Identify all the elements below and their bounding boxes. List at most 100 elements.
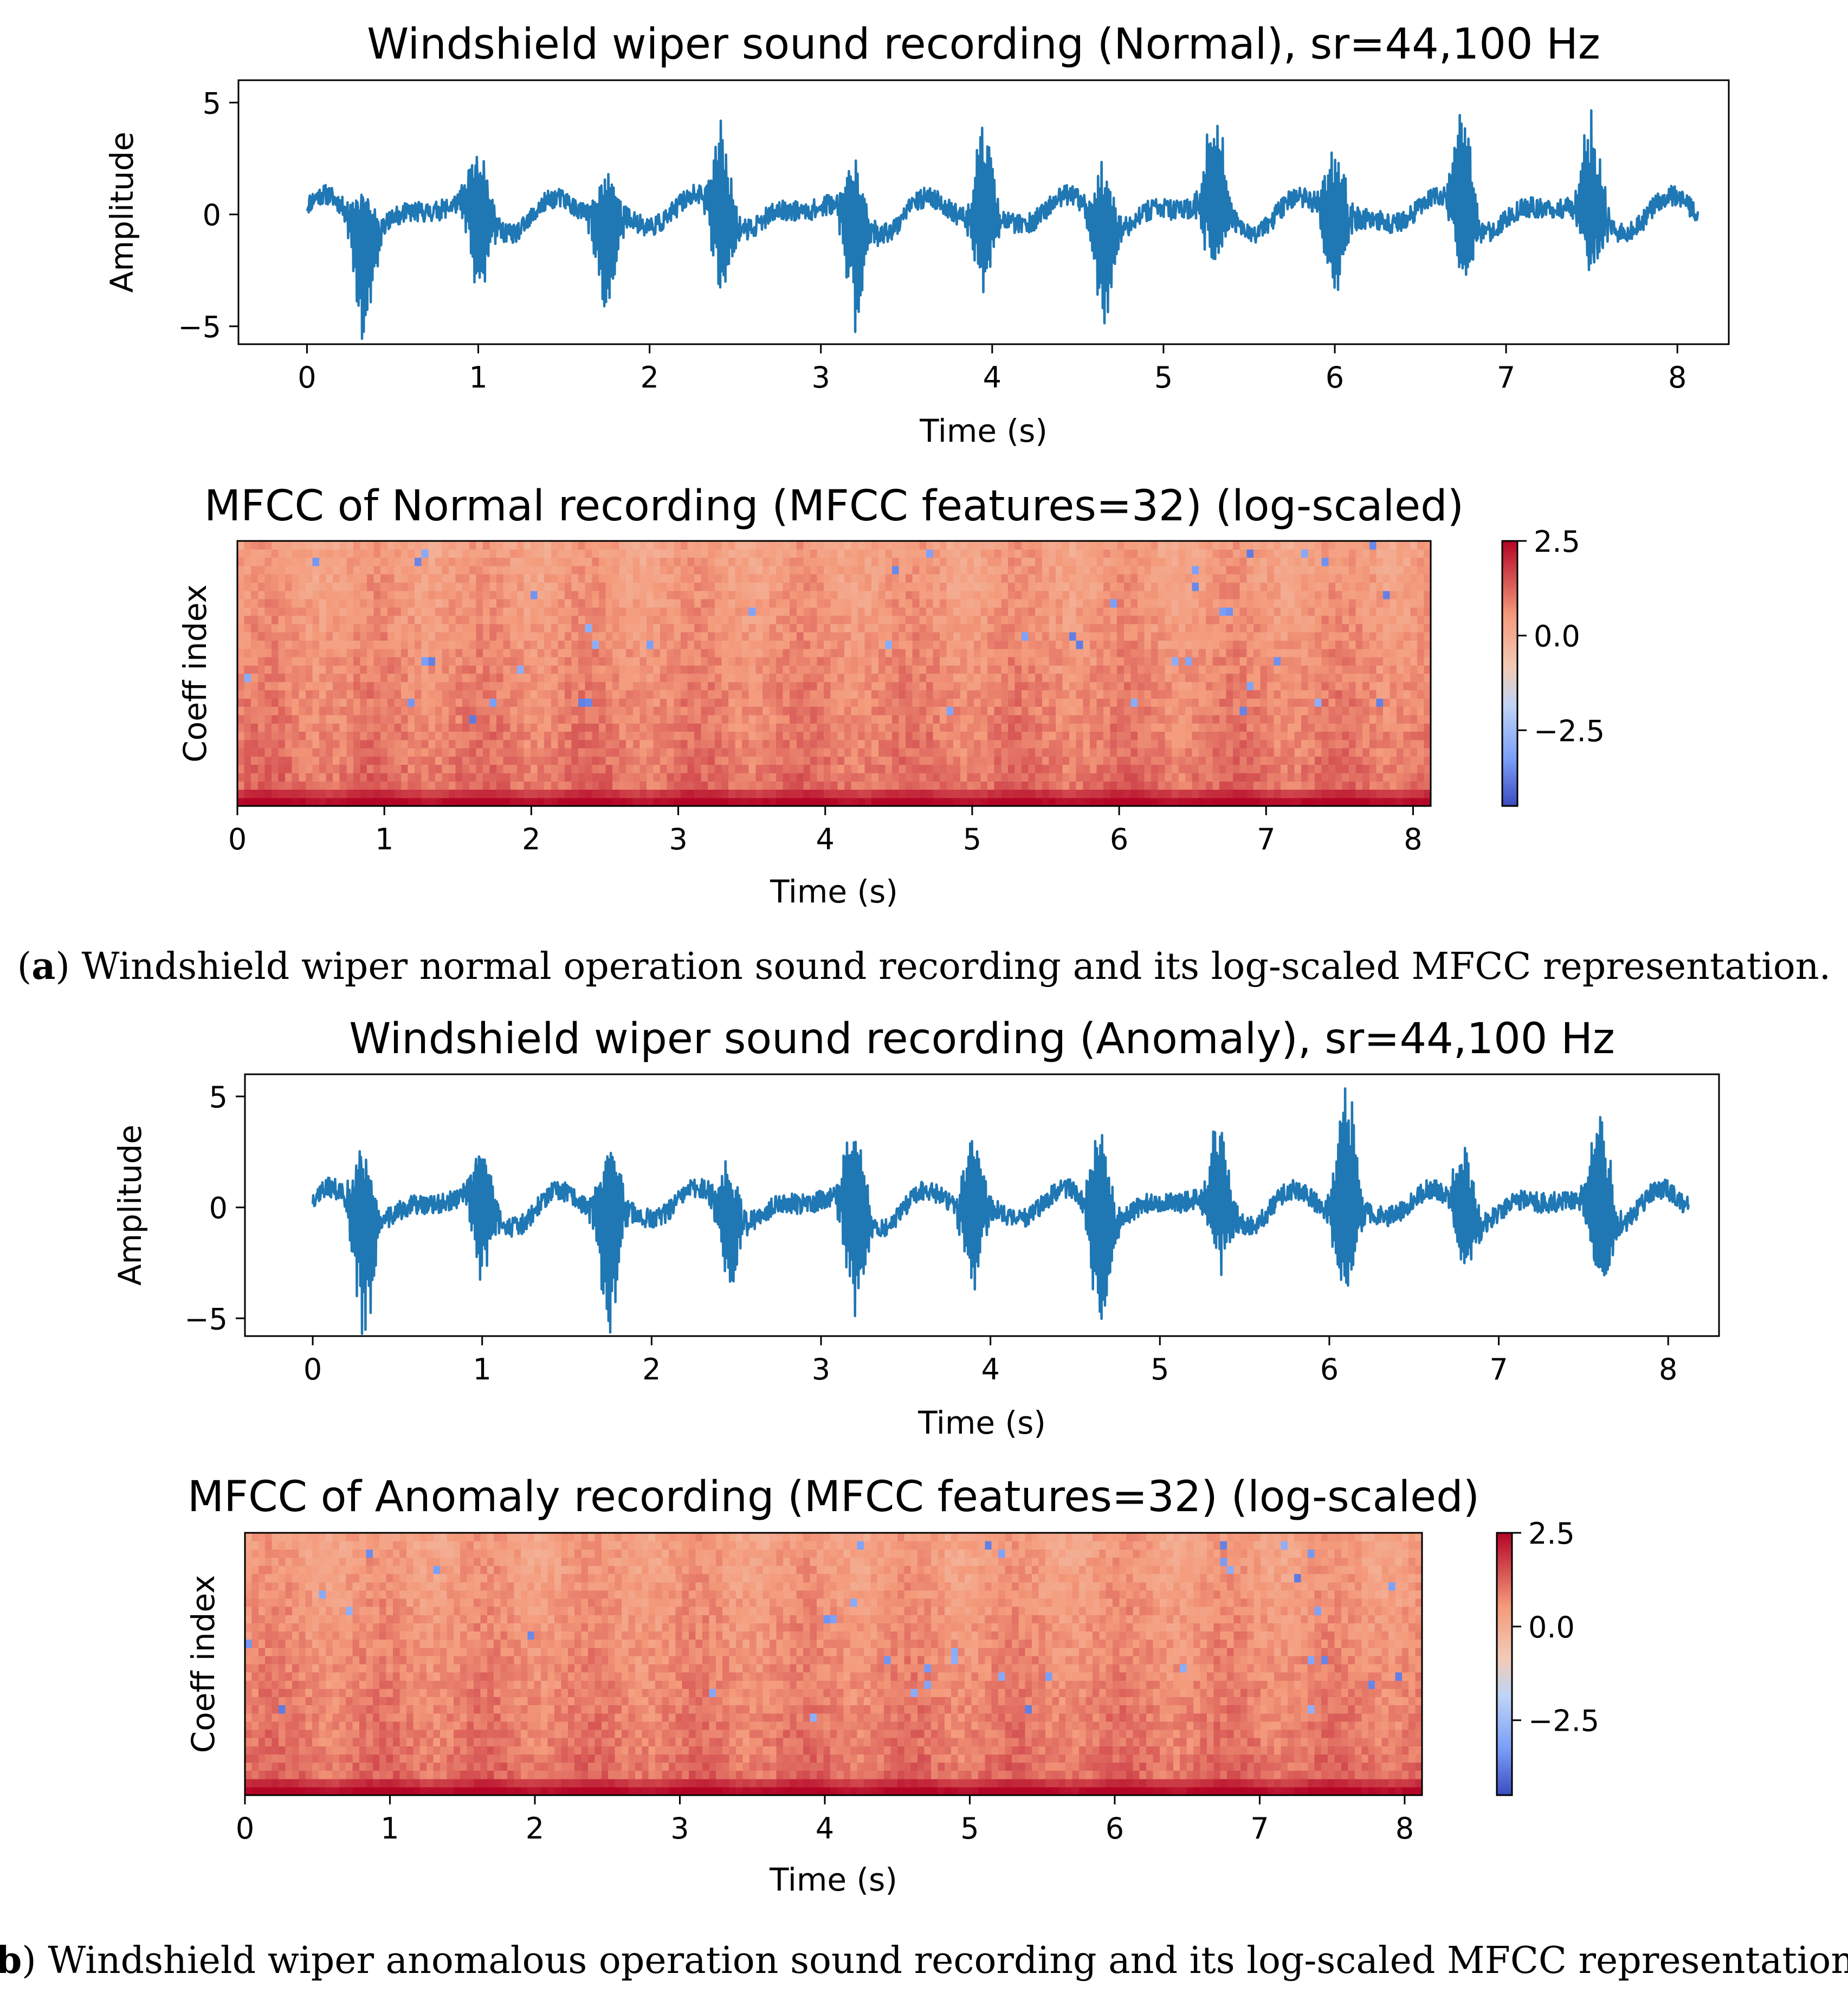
- heatmap-cell: [1192, 607, 1199, 616]
- heatmap-cell: [1226, 723, 1233, 732]
- heatmap-cell: [632, 565, 640, 575]
- heatmap-cell: [653, 690, 661, 699]
- heatmap-cell: [1315, 648, 1322, 657]
- heatmap-cell: [1042, 607, 1049, 616]
- heatmap-cell: [1028, 698, 1036, 707]
- heatmap-cell: [400, 731, 409, 740]
- heatmap-cell: [1403, 789, 1411, 798]
- heatmap-cell: [292, 781, 299, 790]
- heatmap-cell: [1390, 623, 1397, 633]
- x-tick-label: 6: [1326, 360, 1344, 395]
- heatmap-cell: [1369, 615, 1377, 624]
- heatmap-cell: [1382, 764, 1391, 773]
- heatmap-cell: [442, 590, 449, 599]
- heatmap-cell: [830, 756, 838, 765]
- heatmap-cell: [878, 615, 886, 624]
- heatmap-cell: [769, 764, 777, 773]
- heatmap-cell: [871, 797, 879, 807]
- heatmap-cell: [1376, 789, 1384, 798]
- heatmap-cell: [646, 640, 654, 649]
- heatmap-cell: [1294, 681, 1302, 691]
- heatmap-cell: [1035, 723, 1043, 732]
- heatmap-cell: [830, 698, 838, 707]
- heatmap-cell: [428, 797, 436, 807]
- heatmap-cell: [360, 607, 367, 616]
- heatmap-cell: [1028, 681, 1036, 691]
- heatmap-cell: [755, 665, 763, 674]
- heatmap-cell: [360, 706, 367, 715]
- heatmap-cell: [851, 797, 858, 807]
- heatmap-cell: [891, 789, 900, 798]
- heatmap-cell: [769, 607, 777, 616]
- heatmap-cell: [257, 698, 265, 707]
- heatmap-cell: [1123, 764, 1131, 773]
- heatmap-cell: [1171, 665, 1179, 674]
- heatmap-cell: [1001, 698, 1009, 707]
- heatmap-cell: [496, 565, 504, 575]
- heatmap-cell: [1376, 582, 1384, 591]
- heatmap-cell: [1158, 723, 1165, 732]
- heatmap-cell: [626, 764, 634, 773]
- heatmap-cell: [1233, 706, 1240, 715]
- heatmap-cell: [1089, 623, 1097, 633]
- heatmap-cell: [1022, 623, 1029, 633]
- heatmap-cell: [482, 673, 490, 682]
- heatmap-cell: [1260, 632, 1268, 641]
- heatmap-cell: [735, 656, 742, 666]
- heatmap-cell: [353, 714, 361, 724]
- heatmap-cell: [871, 714, 879, 724]
- heatmap-cell: [1287, 756, 1295, 765]
- heatmap-cell: [598, 714, 606, 724]
- heatmap-cell: [537, 764, 545, 773]
- heatmap-cell: [1165, 665, 1172, 674]
- heatmap-cell: [1171, 698, 1179, 707]
- heatmap-cell: [1069, 574, 1077, 583]
- heatmap-cell: [319, 598, 327, 608]
- heatmap-cell: [1178, 797, 1186, 807]
- heatmap-cell: [1417, 756, 1425, 765]
- heatmap-cell: [1192, 665, 1199, 674]
- heatmap-cell: [803, 772, 811, 782]
- heatmap-cell: [251, 574, 259, 583]
- heatmap-cell: [516, 698, 525, 707]
- heatmap-cell: [830, 681, 838, 691]
- heatmap-cell: [953, 723, 961, 732]
- heatmap-cell: [980, 632, 988, 641]
- heatmap-cell: [769, 632, 777, 641]
- heatmap-cell: [551, 673, 558, 682]
- heatmap-cell: [1267, 706, 1275, 715]
- heatmap-cell: [858, 690, 865, 699]
- heatmap-cell: [1328, 739, 1336, 749]
- heatmap-cell: [708, 698, 715, 707]
- heatmap-cell: [858, 739, 865, 749]
- heatmap-cell: [592, 772, 599, 782]
- heatmap-cell: [421, 764, 429, 773]
- heatmap-cell: [564, 574, 572, 583]
- heatmap-cell: [1355, 681, 1363, 691]
- heatmap-cell: [1117, 640, 1125, 649]
- heatmap-cell: [1274, 772, 1281, 782]
- heatmap-cell: [558, 698, 565, 707]
- heatmap-cell: [878, 673, 886, 682]
- heatmap-cell: [367, 598, 374, 608]
- heatmap-cell: [421, 781, 429, 790]
- heatmap-cell: [1083, 764, 1090, 773]
- heatmap-cell: [1144, 673, 1152, 682]
- heatmap-cell: [564, 789, 572, 798]
- heatmap-cell: [1342, 632, 1349, 641]
- heatmap-cell: [524, 739, 531, 749]
- heatmap-cell: [824, 632, 831, 641]
- heatmap-cell: [748, 731, 756, 740]
- heatmap-cell: [960, 648, 967, 657]
- heatmap-cell: [421, 772, 429, 782]
- heatmap-cell: [462, 690, 470, 699]
- heatmap-cell: [264, 690, 272, 699]
- heatmap-cell: [1281, 723, 1288, 732]
- heatmap-cell: [1103, 714, 1111, 724]
- heatmap-cell: [449, 615, 456, 624]
- heatmap-cell: [537, 797, 545, 807]
- heatmap-cell: [421, 607, 429, 616]
- heatmap-cell: [844, 640, 852, 649]
- heatmap-cell: [817, 714, 824, 724]
- heatmap-cell: [524, 748, 531, 757]
